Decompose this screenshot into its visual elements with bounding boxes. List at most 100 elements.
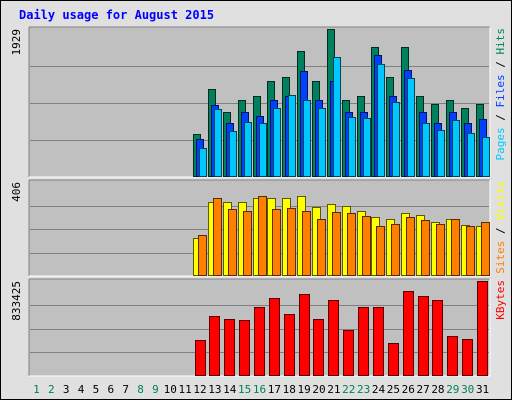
series-legend-label: KBytes <box>494 280 507 320</box>
x-tick-label-day-14: 14 <box>223 383 237 396</box>
x-tick-label-day-29: 29 <box>446 383 459 396</box>
bar-kbytes-day-19 <box>299 294 310 376</box>
bar-kbytes-day-21 <box>328 300 339 376</box>
y-max-label: 1929 <box>10 29 23 56</box>
bar-kbytes-day-30 <box>462 339 473 376</box>
bar-sites-day-19 <box>302 211 311 276</box>
bar-sites-day-20 <box>317 219 326 276</box>
bar-pages-day-27 <box>422 123 430 177</box>
legend-part: Hits <box>494 28 507 55</box>
bar-sites-day-22 <box>347 213 356 276</box>
bar-kbytes-day-29 <box>447 336 458 376</box>
bar-sites-day-14 <box>228 209 237 276</box>
bar-pages-day-21 <box>333 57 341 177</box>
bar-kbytes-day-26 <box>403 291 414 376</box>
bar-pages-day-30 <box>467 133 475 177</box>
bar-kbytes-day-27 <box>418 296 429 376</box>
bar-sites-day-12 <box>198 235 207 276</box>
legend-part: Sites <box>494 241 507 274</box>
y-max-label: 406 <box>10 182 23 202</box>
legend-part: Files <box>494 74 507 107</box>
x-tick-label-day-25: 25 <box>387 383 400 396</box>
panel-kbytes: 833425 KBytes <box>10 278 507 377</box>
x-axis-day-labels: 1 2 3 4 5 6 7 8 9 10 11 12 13 14 15 16 17 18 19 20 21 22 23 24 2… <box>33 383 489 396</box>
series-legend-label: Pages / Files / Hits <box>494 28 507 161</box>
bar-pages-day-16 <box>259 123 267 177</box>
bar-pages-day-17 <box>273 108 281 177</box>
x-tick-label-day-1: 1 <box>33 383 40 396</box>
series-legend-label: Sites / Visits <box>494 181 507 274</box>
bar-pages-day-24 <box>377 64 385 177</box>
chart-title: Daily usage for August 2015 <box>19 8 214 22</box>
bar-sites-day-15 <box>243 211 252 276</box>
legend-part: / <box>494 221 507 241</box>
bar-sites-day-24 <box>376 226 385 276</box>
bar-sites-day-27 <box>421 220 430 276</box>
bar-pages-day-29 <box>452 120 460 177</box>
x-tick-label-day-7: 7 <box>122 383 129 396</box>
x-tick-label-day-9: 9 <box>152 383 159 396</box>
x-tick-label-day-30: 30 <box>461 383 474 396</box>
x-tick-label-day-20: 20 <box>312 383 325 396</box>
x-tick-label-day-19: 19 <box>297 383 310 396</box>
bar-pages-day-13 <box>214 109 222 177</box>
bar-pages-day-15 <box>244 122 252 177</box>
x-tick-label-day-13: 13 <box>208 383 221 396</box>
x-tick-label-day-23: 23 <box>357 383 370 396</box>
bar-kbytes-day-17 <box>269 298 280 376</box>
x-tick-label-day-2: 2 <box>48 383 55 396</box>
bar-kbytes-day-28 <box>432 300 443 376</box>
bar-kbytes-day-16 <box>254 307 265 376</box>
x-tick-label-day-18: 18 <box>283 383 296 396</box>
series-sites <box>198 196 490 276</box>
bar-kbytes-day-12 <box>195 340 206 376</box>
x-tick-label-day-21: 21 <box>327 383 340 396</box>
bar-sites-day-13 <box>213 198 222 276</box>
x-tick-label-day-15: 15 <box>238 383 251 396</box>
x-tick-label-day-24: 24 <box>372 383 386 396</box>
bar-sites-day-31 <box>481 222 490 276</box>
bar-sites-day-23 <box>362 216 371 276</box>
x-tick-label-day-3: 3 <box>63 383 70 396</box>
bar-kbytes-day-31 <box>477 281 488 376</box>
bar-kbytes-day-24 <box>373 307 384 376</box>
bar-sites-day-25 <box>391 224 400 276</box>
bar-pages-day-25 <box>392 102 400 177</box>
x-tick-label-day-28: 28 <box>431 383 444 396</box>
bar-pages-day-19 <box>303 100 311 177</box>
x-tick-label-day-5: 5 <box>93 383 100 396</box>
legend-part: / <box>494 55 507 75</box>
bar-sites-day-17 <box>272 209 281 276</box>
x-tick-label-day-10: 10 <box>164 383 177 396</box>
bar-pages-day-31 <box>482 137 490 177</box>
bar-kbytes-day-23 <box>358 307 369 376</box>
x-tick-label-day-27: 27 <box>416 383 429 396</box>
bar-pages-day-22 <box>348 117 356 177</box>
panel-sites-visits: 406 Sites / Visits <box>10 179 507 277</box>
panel-pages-files-hits: 1929 Pages / Files / Hits <box>10 26 507 178</box>
chart-panels: 1929 Pages / Files / Hits 406 Sites / Visit… <box>10 26 507 377</box>
bar-sites-day-30 <box>466 226 475 276</box>
x-tick-label-day-8: 8 <box>137 383 144 396</box>
bar-kbytes-day-18 <box>284 314 295 376</box>
x-tick-label-day-16: 16 <box>253 383 266 396</box>
bar-kbytes-day-14 <box>224 319 235 376</box>
bar-kbytes-day-13 <box>209 316 220 376</box>
x-tick-label-day-12: 12 <box>193 383 206 396</box>
legend-part: / <box>494 108 507 128</box>
x-tick-label-day-11: 11 <box>179 383 192 396</box>
legend-part: KBytes <box>494 280 507 320</box>
bar-pages-day-23 <box>363 118 371 177</box>
x-tick-label-day-31: 31 <box>476 383 489 396</box>
x-tick-label-day-26: 26 <box>402 383 415 396</box>
bar-sites-day-21 <box>332 212 341 276</box>
bar-sites-day-18 <box>287 208 296 276</box>
bar-pages-day-28 <box>437 130 445 177</box>
legend-part: Pages <box>494 127 507 160</box>
bar-sites-day-16 <box>258 196 267 276</box>
bar-sites-day-29 <box>451 219 460 276</box>
bar-pages-day-20 <box>318 108 326 177</box>
x-tick-label-day-6: 6 <box>107 383 114 396</box>
x-tick-label-day-17: 17 <box>268 383 281 396</box>
